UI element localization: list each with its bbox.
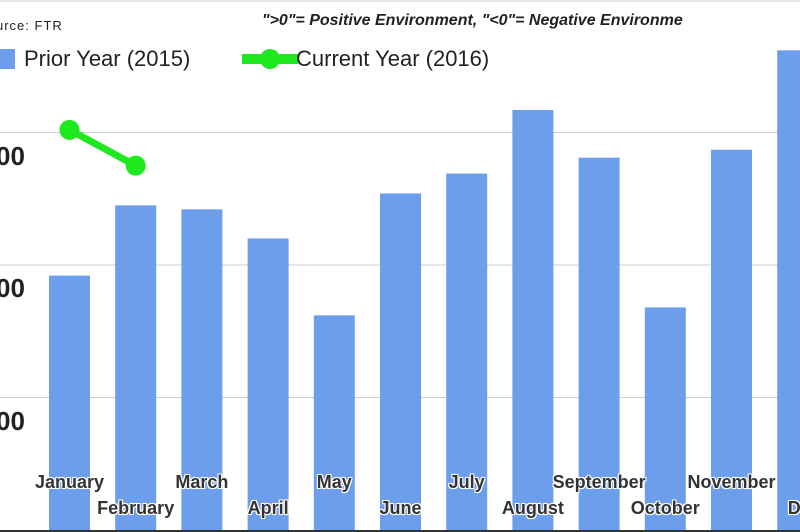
- y-tick-label: 00: [0, 140, 25, 171]
- bar-november: [711, 149, 752, 532]
- source-note: urce: FTR: [0, 18, 63, 33]
- legend-label-prior-year: Prior Year (2015): [24, 46, 191, 71]
- bar-december: [777, 50, 800, 532]
- x-tick-label: July: [448, 472, 485, 492]
- x-tick-label: June: [379, 498, 422, 518]
- x-tick-label: November: [687, 472, 776, 492]
- x-tick-label: May: [316, 472, 352, 492]
- legend-swatch-current-year: [242, 49, 298, 69]
- x-tick-label: August: [501, 498, 564, 518]
- y-tick-label: 00: [0, 273, 25, 303]
- x-tick-label: March: [175, 472, 229, 492]
- x-tick-label: October: [630, 498, 700, 518]
- chart-annotation: ">0"= Positive Environment, "<0"= Negati…: [262, 12, 683, 29]
- current-year-point: [125, 155, 146, 176]
- bar-august: [512, 109, 554, 532]
- current-year-line: [67, 126, 138, 169]
- legend-label-current-year: Current Year (2016): [296, 46, 490, 71]
- bar-june: [380, 193, 421, 532]
- bar-september: [578, 157, 620, 532]
- legend-swatch-prior-year: [0, 49, 15, 69]
- x-tick-label: Dec: [787, 498, 800, 518]
- x-tick-label: September: [552, 472, 646, 492]
- x-tick-label: January: [34, 472, 105, 492]
- bar-february: [115, 205, 157, 532]
- bar-october: [644, 307, 686, 532]
- bar-july: [446, 173, 488, 532]
- bar-may: [313, 315, 355, 532]
- bar-march: [181, 209, 223, 532]
- bar-january: [49, 275, 90, 532]
- current-year-point: [59, 119, 80, 140]
- bar-april: [247, 238, 289, 532]
- y-tick-label: 00: [0, 405, 25, 436]
- x-tick-label: April: [247, 498, 289, 518]
- x-tick-label: February: [97, 498, 175, 518]
